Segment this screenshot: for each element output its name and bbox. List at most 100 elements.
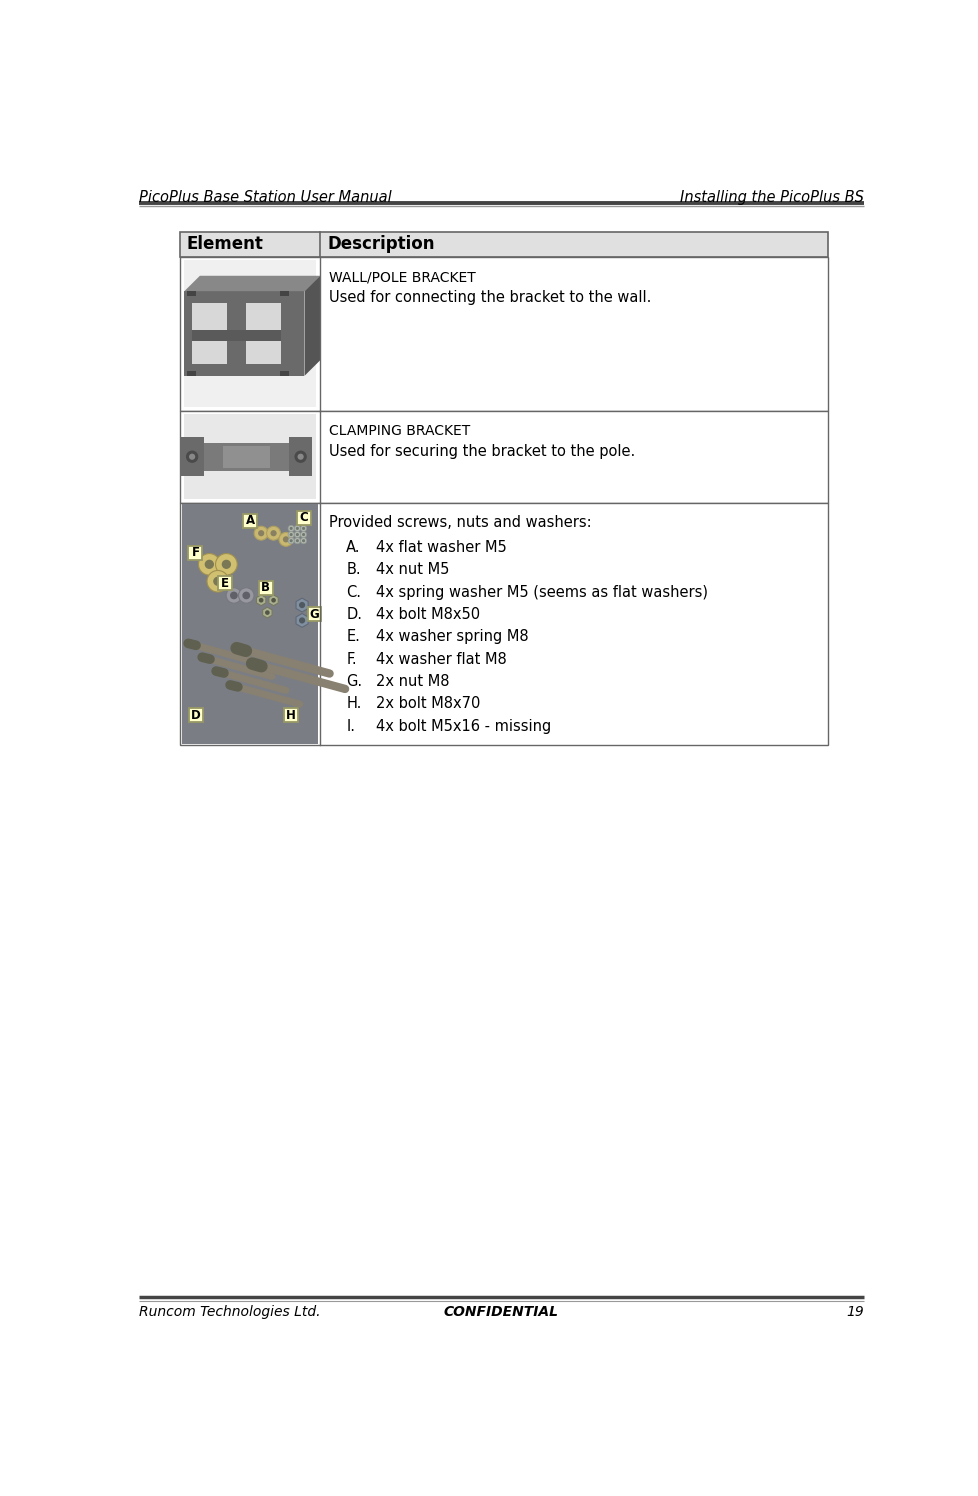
Bar (187, 371, 196, 375)
Text: WALL/POLE BRACKET: WALL/POLE BRACKET (329, 271, 475, 284)
Text: 19: 19 (845, 1306, 864, 1319)
Circle shape (215, 554, 237, 574)
Circle shape (243, 591, 250, 600)
Circle shape (300, 525, 306, 531)
Bar (192, 341, 227, 365)
Text: 4x bolt M8x50: 4x bolt M8x50 (376, 607, 479, 622)
Text: Used for connecting the bracket to the wall.: Used for connecting the bracket to the w… (329, 290, 651, 305)
Text: A.: A. (346, 540, 361, 555)
Circle shape (300, 537, 306, 545)
Text: 4x washer flat M8: 4x washer flat M8 (376, 652, 506, 667)
Circle shape (295, 533, 298, 536)
Circle shape (258, 530, 264, 536)
Circle shape (266, 527, 281, 540)
Text: CLAMPING BRACKET: CLAMPING BRACKET (329, 425, 470, 438)
Polygon shape (262, 607, 272, 618)
Bar (246, 302, 281, 331)
Circle shape (254, 527, 268, 540)
Circle shape (199, 554, 220, 574)
Circle shape (300, 531, 306, 537)
Bar (280, 292, 289, 296)
Bar (258, 580, 273, 595)
Bar (244, 515, 257, 528)
Bar (180, 232, 826, 256)
Circle shape (204, 560, 214, 568)
Circle shape (279, 533, 292, 546)
Bar (217, 576, 232, 589)
Text: B: B (261, 582, 270, 594)
Bar (188, 546, 202, 560)
Bar (180, 256, 826, 410)
Circle shape (289, 539, 292, 542)
Text: Description: Description (328, 235, 435, 253)
Text: CONFIDENTIAL: CONFIDENTIAL (443, 1306, 558, 1319)
Text: E: E (220, 576, 228, 589)
Polygon shape (295, 598, 308, 612)
Polygon shape (269, 595, 278, 606)
Circle shape (288, 531, 294, 537)
Circle shape (301, 533, 305, 536)
Text: Element: Element (187, 235, 263, 253)
Text: F: F (191, 546, 200, 560)
Circle shape (271, 598, 276, 603)
Circle shape (294, 450, 306, 462)
Circle shape (294, 531, 300, 537)
Bar (296, 510, 310, 525)
Text: H: H (286, 709, 295, 721)
Circle shape (221, 560, 231, 568)
Text: 4x bolt M5x16 - missing: 4x bolt M5x16 - missing (376, 718, 551, 733)
Circle shape (226, 588, 242, 603)
Text: 4x nut M5: 4x nut M5 (376, 562, 449, 577)
Text: A: A (245, 515, 254, 528)
Circle shape (258, 598, 263, 603)
Circle shape (270, 530, 277, 536)
Circle shape (265, 610, 269, 615)
Text: 4x washer spring M8: 4x washer spring M8 (376, 630, 528, 645)
Bar (192, 302, 227, 331)
Polygon shape (304, 275, 320, 375)
Bar (307, 607, 321, 621)
Bar (182, 504, 318, 744)
Polygon shape (256, 595, 266, 606)
Bar (180, 503, 826, 745)
Circle shape (189, 453, 195, 459)
Circle shape (297, 453, 303, 459)
Text: Installing the PicoPlus BS: Installing the PicoPlus BS (680, 190, 864, 205)
Text: Runcom Technologies Ltd.: Runcom Technologies Ltd. (139, 1306, 321, 1319)
Circle shape (295, 527, 298, 530)
Bar (223, 446, 269, 468)
Circle shape (298, 618, 305, 624)
Bar (280, 371, 289, 375)
Circle shape (289, 533, 292, 536)
Text: F.: F. (346, 652, 357, 667)
Bar (187, 292, 196, 296)
Circle shape (230, 591, 238, 600)
Bar (184, 260, 316, 407)
Text: H.: H. (346, 696, 361, 711)
Bar (180, 410, 826, 503)
Bar (189, 708, 202, 723)
Circle shape (206, 570, 229, 592)
Text: B.: B. (346, 562, 361, 577)
Circle shape (294, 537, 300, 545)
Text: C: C (299, 512, 308, 524)
Text: Provided screws, nuts and washers:: Provided screws, nuts and washers: (329, 515, 592, 530)
Circle shape (295, 539, 298, 542)
Circle shape (288, 525, 294, 531)
Text: 2x nut M8: 2x nut M8 (376, 673, 449, 688)
Circle shape (186, 450, 199, 462)
Text: E.: E. (346, 630, 360, 645)
Polygon shape (295, 613, 308, 627)
Bar (246, 341, 281, 365)
Bar (184, 414, 316, 500)
Circle shape (288, 537, 294, 545)
Text: D.: D. (346, 607, 362, 622)
Text: G.: G. (346, 673, 362, 688)
Text: G: G (309, 607, 319, 621)
Text: 4x flat washer M5: 4x flat washer M5 (376, 540, 506, 555)
Bar (184, 443, 308, 471)
Circle shape (294, 525, 300, 531)
Bar (184, 292, 304, 375)
Text: PicoPlus Base Station User Manual: PicoPlus Base Station User Manual (139, 190, 392, 205)
Circle shape (301, 527, 305, 530)
